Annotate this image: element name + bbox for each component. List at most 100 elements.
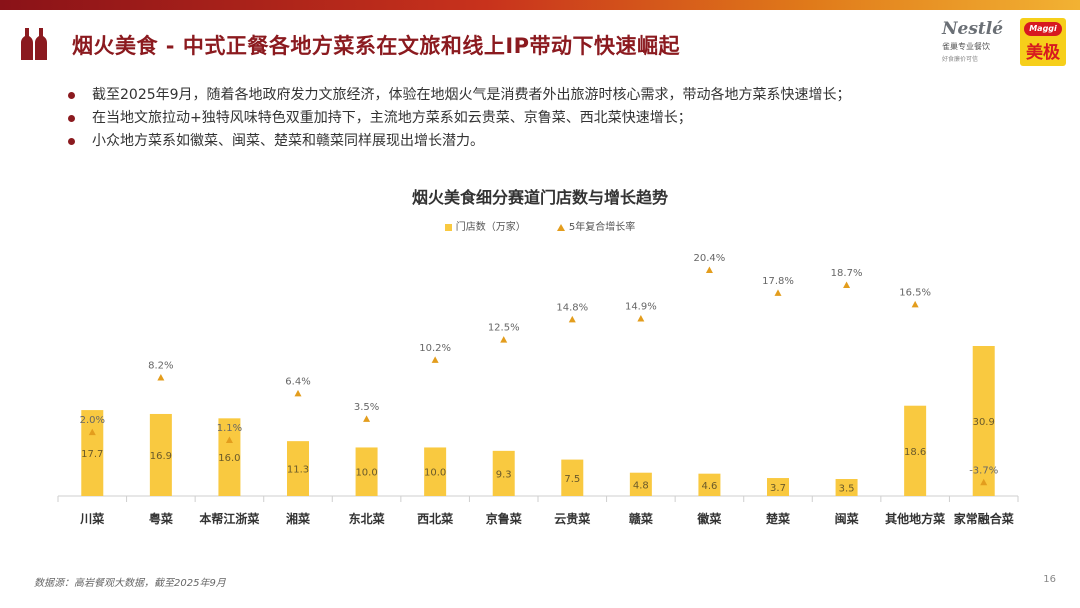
- bar-value-label: 10.0: [424, 468, 446, 479]
- x-tick-label: 西北菜: [417, 511, 453, 526]
- bar-chart: 17.7 2.0% 川菜 16.9 8.2% 粤菜 16.0 1.1% 本帮江浙菜 11.3 6.4…: [57, 253, 1019, 526]
- growth-marker-12: [911, 300, 919, 308]
- bullet-list: 截至2025年9月，随着各地政府发力文旅经济，体验在地烟火气是消费者外出旅游时核…: [66, 84, 851, 153]
- x-tick-label: 赣菜: [629, 511, 653, 526]
- bullet-text: 小众地方菜系如徽菜、闽菜、楚菜和赣菜同样展现出增长潜力。: [92, 133, 484, 149]
- legend-bar-swatch-icon: [444, 223, 452, 231]
- bullet-item: 小众地方菜系如徽菜、闽菜、楚菜和赣菜同样展现出增长潜力。: [66, 130, 851, 153]
- growth-rate-label: 18.7%: [831, 268, 863, 279]
- maggi-logo: Maggi 美极: [1020, 18, 1066, 66]
- growth-rate-label: 20.4%: [694, 253, 726, 264]
- page-number: 16: [1043, 574, 1056, 585]
- bullet-dot-icon: [68, 115, 75, 122]
- growth-rate-label: 2.0%: [80, 415, 105, 426]
- x-tick-label: 云贵菜: [554, 511, 590, 526]
- growth-marker-6: [500, 336, 508, 343]
- wine-bottles-icon: [21, 28, 47, 60]
- growth-marker-5: [431, 356, 439, 363]
- bar-value-label: 30.9: [973, 417, 995, 428]
- growth-rate-label: 10.2%: [419, 343, 451, 354]
- bullet-text: 截至2025年9月，随着各地政府发力文旅经济，体验在地烟火气是消费者外出旅游时核…: [92, 87, 851, 103]
- x-tick-label: 楚菜: [765, 511, 790, 526]
- bar-value-label: 16.0: [218, 453, 240, 464]
- legend-triangle-icon: [556, 223, 565, 231]
- growth-marker-10: [774, 289, 782, 296]
- bar-value-label: 16.9: [150, 451, 172, 462]
- bar-value-label: 17.7: [81, 449, 103, 460]
- bar-2: [218, 418, 241, 496]
- growth-marker-8: [637, 314, 645, 322]
- bar-6: [492, 450, 515, 496]
- top-gradient-bar: [0, 0, 1080, 10]
- growth-rate-label: 17.8%: [762, 276, 794, 287]
- growth-marker-13: [980, 478, 988, 486]
- x-tick-label: 徽菜: [696, 511, 721, 526]
- bar-value-label: 4.6: [701, 481, 717, 492]
- growth-rate-label: 16.5%: [899, 287, 931, 298]
- bar-8: [629, 472, 652, 496]
- x-tick-label: 川菜: [79, 511, 104, 526]
- legend-label: 5年复合增长率: [568, 222, 636, 233]
- legend-label: 门店数（万家）: [455, 222, 526, 233]
- nestle-wordmark: Nestlé: [942, 19, 1004, 39]
- growth-rate-label: 3.5%: [354, 402, 379, 413]
- x-tick-label: 家常融合菜: [954, 511, 1014, 526]
- page-title: 烟火美食 - 中式正餐各地方菜系在文旅和线上IP带动下快速崛起: [72, 34, 681, 58]
- growth-rate-label: 6.4%: [285, 376, 310, 387]
- growth-rate-label: 12.5%: [488, 323, 520, 334]
- brand-logos: Nestlé 雀巢专业餐饮 好食廉价可信 Maggi 美极: [938, 18, 1066, 70]
- growth-marker-0: [88, 428, 96, 436]
- bar-0: [81, 410, 104, 496]
- growth-marker-2: [225, 436, 233, 443]
- x-tick-label: 本帮江浙菜: [199, 511, 259, 526]
- data-source-note: 数据源：高岩餐观大数据，截至2025年9月: [34, 578, 226, 589]
- x-tick-label: 其他地方菜: [885, 511, 945, 526]
- growth-marker-4: [363, 415, 371, 422]
- x-tick-label: 粤菜: [149, 511, 173, 526]
- bar-12: [904, 405, 927, 496]
- bar-11: [835, 479, 858, 496]
- bar-value-label: 4.8: [633, 480, 649, 491]
- bar-3: [287, 441, 309, 496]
- nestle-tagline: 好食廉价可信: [942, 56, 979, 63]
- x-tick-label: 京鲁菜: [486, 511, 522, 526]
- bar-4: [355, 447, 378, 496]
- bar-value-label: 10.0: [355, 468, 377, 479]
- bar-value-label: 7.5: [564, 474, 580, 485]
- bar-value-label: 3.7: [770, 483, 786, 494]
- bar-1: [149, 413, 172, 496]
- growth-rate-label: 1.1%: [217, 423, 242, 434]
- growth-rate-label: 14.8%: [556, 302, 588, 313]
- bullet-text: 在当地文旅拉动+独特风味特色双重加持下，主流地方菜系如云贵菜、京鲁菜、西北菜快速…: [92, 110, 692, 126]
- growth-rate-label: 14.9%: [625, 301, 657, 312]
- legend-item-cagr: 5年复合增长率: [556, 218, 636, 233]
- chart-legend: 门店数（万家） 5年复合增长率: [0, 218, 1080, 233]
- bullet-item: 截至2025年9月，随着各地政府发力文旅经济，体验在地烟火气是消费者外出旅游时核…: [66, 84, 851, 107]
- maggi-chinese-name: 美极: [1026, 43, 1060, 63]
- x-tick-label: 闽菜: [835, 511, 859, 526]
- bar-7: [561, 459, 584, 496]
- bar-value-label: 11.3: [287, 465, 309, 476]
- x-tick-label: 东北菜: [349, 511, 385, 526]
- bullet-item: 在当地文旅拉动+独特风味特色双重加持下，主流地方菜系如云贵菜、京鲁菜、西北菜快速…: [66, 107, 851, 130]
- bar-value-label: 3.5: [839, 484, 855, 495]
- maggi-badge: Maggi: [1024, 22, 1062, 36]
- growth-rate-label: 8.2%: [148, 360, 173, 371]
- nestle-subtitle: 雀巢专业餐饮: [942, 42, 990, 51]
- bar-value-label: 18.6: [904, 447, 926, 458]
- x-tick-label: 湘菜: [286, 511, 310, 526]
- growth-marker-3: [294, 389, 302, 397]
- bullet-dot-icon: [68, 138, 75, 145]
- bullet-dot-icon: [68, 92, 75, 99]
- growth-marker-11: [843, 281, 851, 288]
- growth-marker-9: [705, 266, 713, 273]
- growth-marker-7: [568, 315, 576, 323]
- nestle-logo: Nestlé 雀巢专业餐饮 好食廉价可信: [938, 18, 1016, 70]
- bar-10: [767, 478, 789, 496]
- growth-marker-1: [157, 373, 165, 381]
- bar-value-label: 9.3: [496, 469, 512, 480]
- bar-13: [972, 346, 995, 496]
- bar-9: [698, 473, 721, 496]
- legend-item-store-count: 门店数（万家）: [444, 218, 526, 233]
- chart-title: 烟火美食细分赛道门店数与增长趋势: [411, 188, 668, 207]
